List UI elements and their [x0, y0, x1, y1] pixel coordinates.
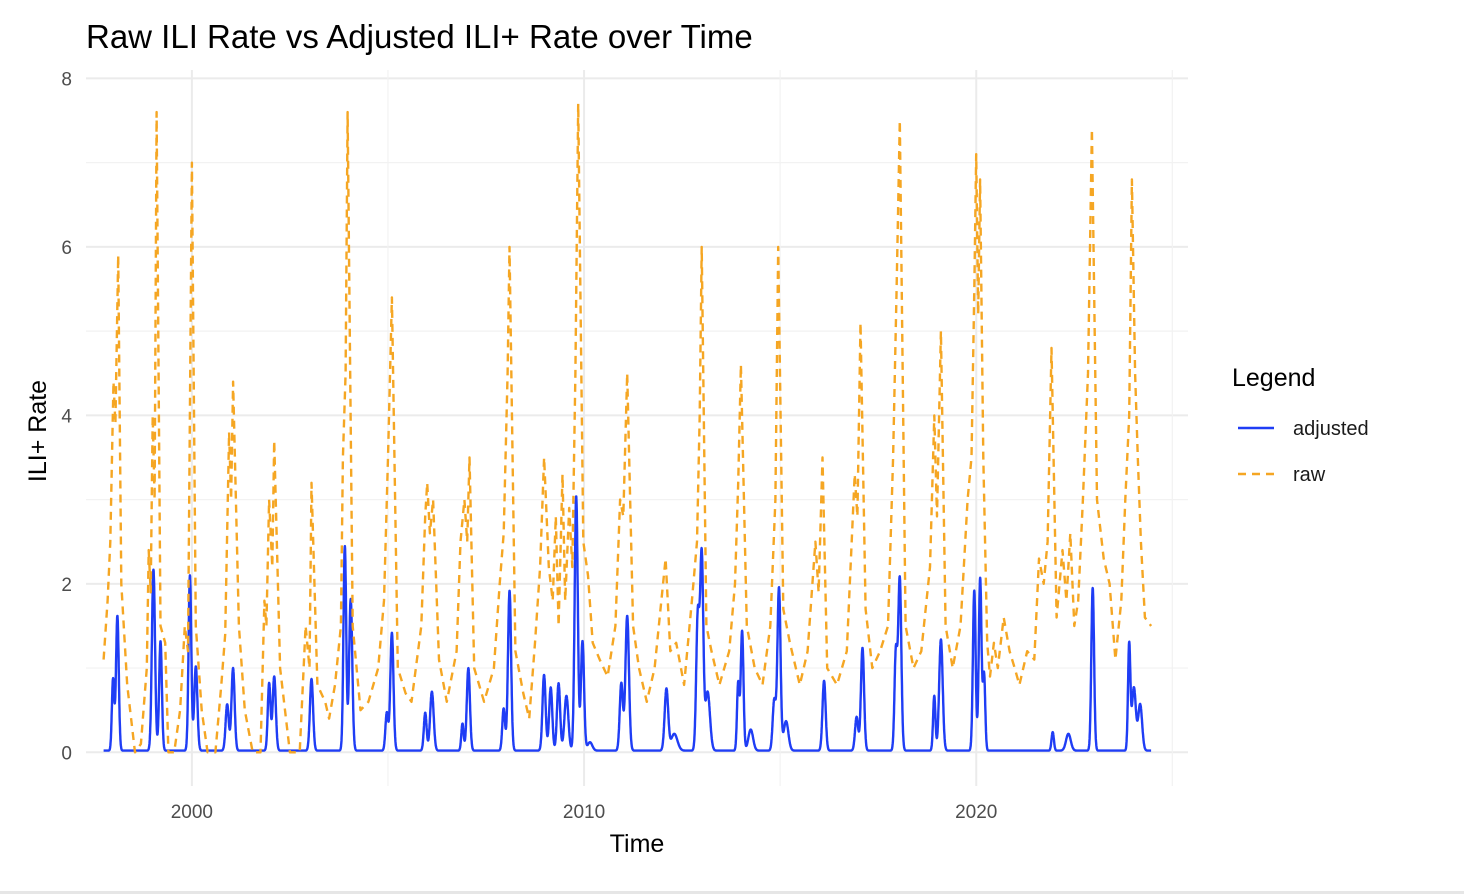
- series-line-adjusted: [102, 495, 1153, 752]
- legend-label-adjusted: adjusted: [1293, 418, 1369, 440]
- chart-title: Raw ILI Rate vs Adjusted ILI+ Rate over …: [86, 18, 753, 55]
- x-tick-label: 2020: [955, 802, 997, 823]
- x-tick-label: 2000: [171, 802, 213, 823]
- legend-title: Legend: [1232, 364, 1315, 392]
- grid-lines: [86, 70, 1188, 786]
- bottom-divider: [0, 891, 1464, 894]
- y-tick-label: 4: [61, 406, 72, 427]
- tick-labels: 0 2 4 6 8 2000 2010 2020: [61, 69, 997, 823]
- x-tick-label: 2010: [563, 802, 605, 823]
- y-tick-label: 8: [61, 69, 72, 90]
- y-tick-label: 6: [61, 238, 72, 259]
- legend: Legend adjusted raw: [1232, 364, 1369, 486]
- legend-label-raw: raw: [1293, 464, 1326, 486]
- y-tick-label: 2: [61, 575, 72, 596]
- series-line-raw: [102, 102, 1153, 754]
- series-lines: [102, 102, 1153, 754]
- x-axis-title: Time: [610, 830, 665, 858]
- y-axis-title: ILI+ Rate: [24, 380, 52, 482]
- y-tick-label: 0: [61, 743, 72, 764]
